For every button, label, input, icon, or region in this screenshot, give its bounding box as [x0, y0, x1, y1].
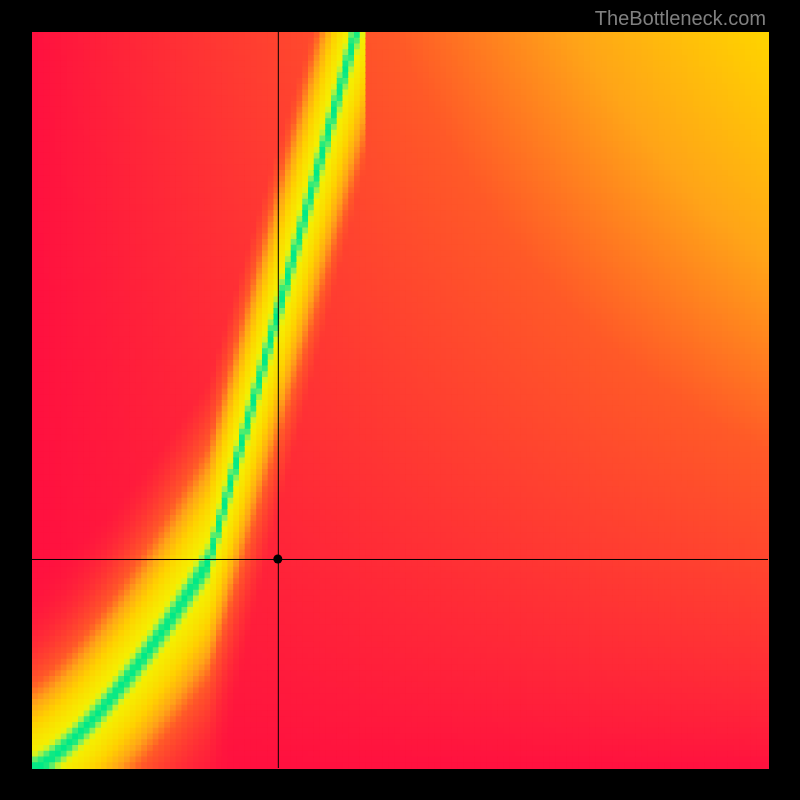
- watermark-text: TheBottleneck.com: [595, 8, 766, 31]
- heatmap-canvas: [0, 0, 800, 800]
- chart-container: TheBottleneck.com: [0, 0, 800, 800]
